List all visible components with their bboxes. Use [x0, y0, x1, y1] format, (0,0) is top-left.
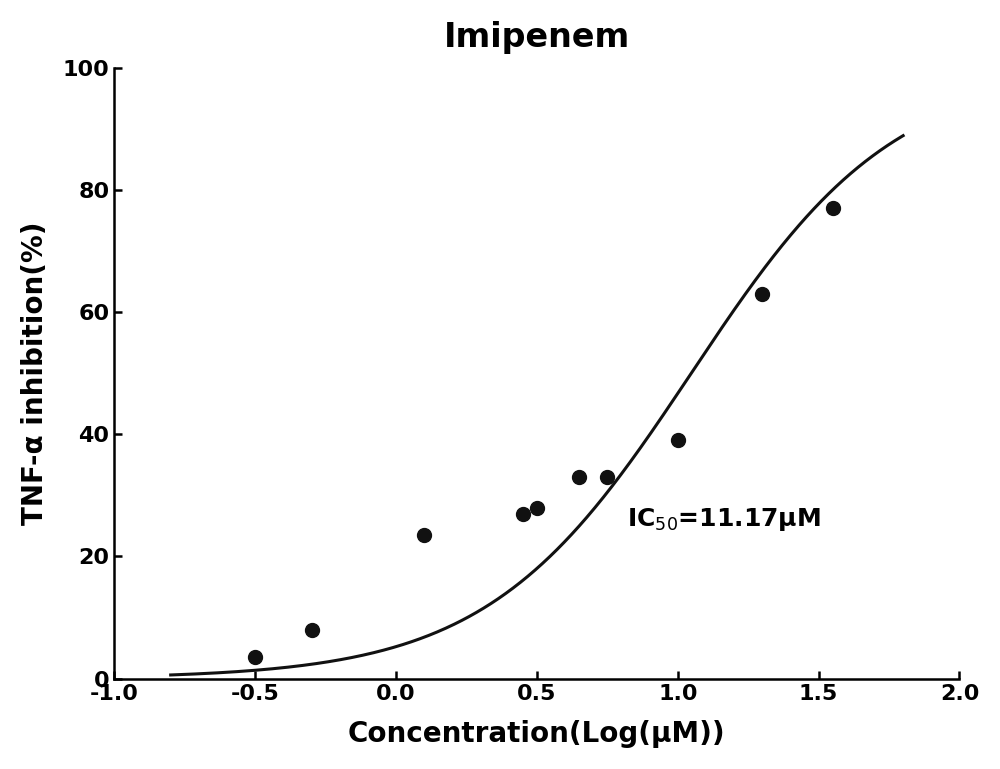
Point — [529, 501, 545, 514]
X-axis label: Concentration(Log(μM)): Concentration(Log(μM)) — [348, 720, 726, 748]
Point — [754, 288, 770, 300]
Point — [571, 471, 587, 483]
Text: IC$_{50}$=11.17μM: IC$_{50}$=11.17μM — [627, 506, 821, 533]
Point — [825, 202, 841, 215]
Y-axis label: TNF-α inhibition(%): TNF-α inhibition(%) — [21, 221, 49, 525]
Point — [416, 529, 432, 541]
Title: Imipenem: Imipenem — [444, 21, 630, 54]
Point — [599, 471, 615, 483]
Point — [670, 434, 686, 447]
Point — [304, 624, 320, 636]
Point — [247, 651, 263, 664]
Point — [515, 508, 531, 520]
